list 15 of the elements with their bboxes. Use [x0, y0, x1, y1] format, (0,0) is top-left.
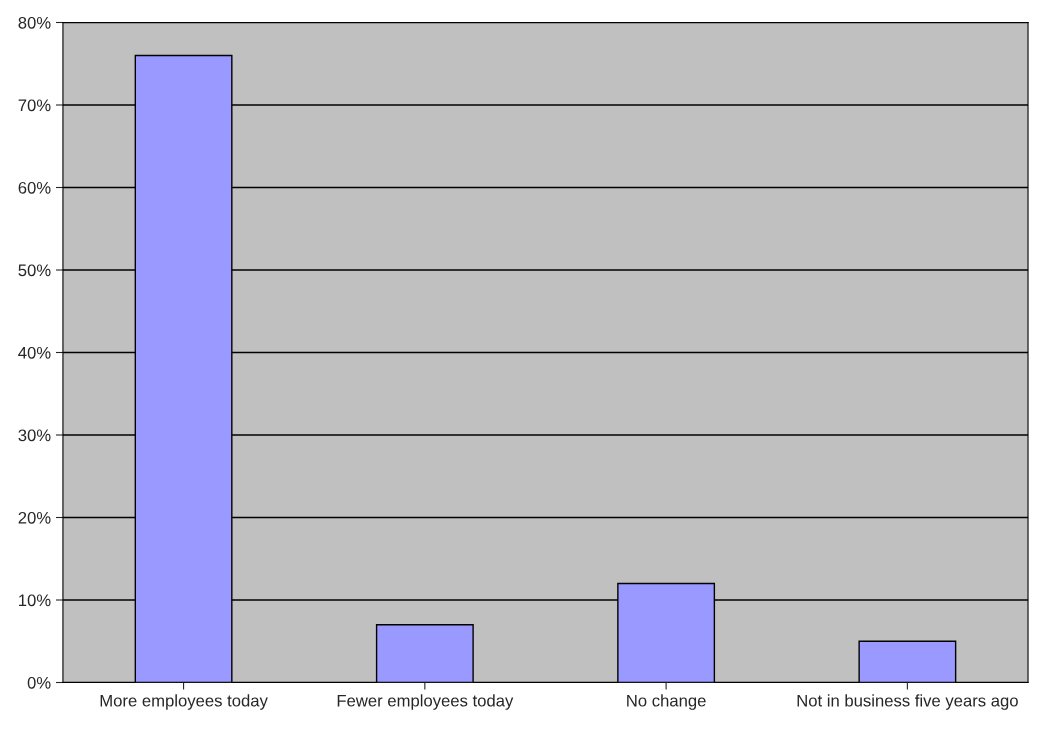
- y-tick-label: 70%: [18, 99, 51, 112]
- y-tick-label: 50%: [18, 264, 51, 277]
- y-tick-label: 60%: [18, 181, 51, 194]
- x-tick-label: No change: [627, 694, 706, 710]
- y-tick-label: 80%: [18, 16, 51, 29]
- x-tick-label: More employees today: [100, 694, 268, 710]
- y-tick-label: 40%: [18, 346, 51, 359]
- x-tick-label: Not in business five years ago: [797, 694, 1018, 710]
- y-tick-label: 20%: [18, 511, 51, 524]
- x-tick-label: Fewer employees today: [337, 694, 514, 710]
- bar: [858, 640, 957, 683]
- y-tick-label: 10%: [19, 594, 51, 607]
- bar: [375, 624, 474, 683]
- y-tick-label: 0%: [27, 676, 51, 689]
- y-tick-label: 30%: [18, 429, 51, 442]
